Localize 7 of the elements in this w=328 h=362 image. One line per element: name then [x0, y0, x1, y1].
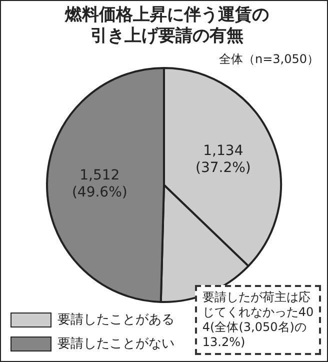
data-label: 1,134 (37.2%): [196, 142, 251, 176]
chart-title: 燃料価格上昇に伴う運賃の引き上げ要請の有無: [64, 5, 270, 47]
legend-label: 要請したことがない: [58, 336, 174, 352]
data-label: 1,512 (49.6%): [72, 167, 128, 200]
text: 要請したが荷主は応じてくれなかった404(全体(3,050名)の13.2%): [195, 285, 321, 355]
legend-label: 要請したことがある: [58, 312, 174, 328]
chart-subtitle: 全体（n=3,050）: [218, 51, 319, 68]
